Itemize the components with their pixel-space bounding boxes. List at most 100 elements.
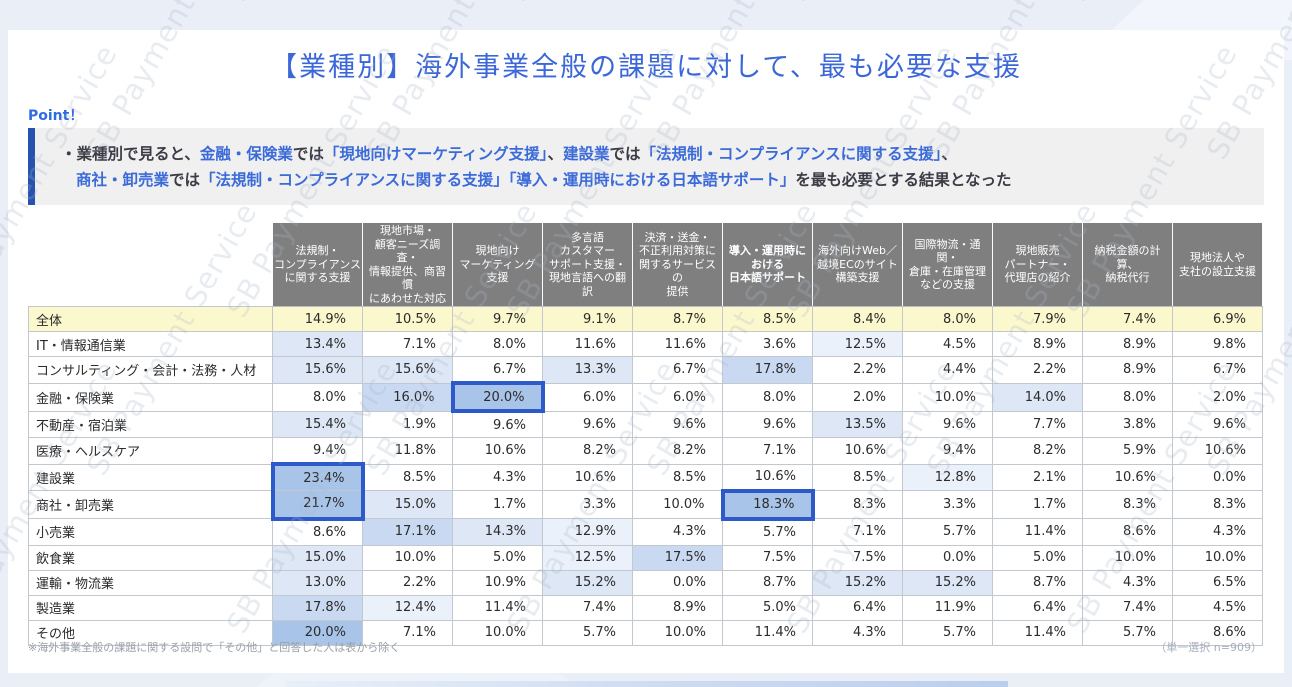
point-line: ・業種別で見ると、金融・保険業では「現地向けマーケティング支援」、建設業では「法…: [61, 141, 1264, 167]
table-cell: 12.9%: [542, 518, 633, 546]
table-cell: 8.6%: [1082, 518, 1173, 546]
table-cell: 10.0%: [632, 619, 723, 646]
table-row: 医療・ヘルスケア 9.4% 11.8% 10.6% 8.2% 8.2% 7.1% 10.6% 9…: [28, 437, 1263, 465]
column-header: 現地市場・ 顧客ニーズ調査・ 情報提供、商習慣 にあわせた対応: [362, 222, 453, 307]
column-header: 国際物流・通関・ 倉庫・在庫管理 などの支援: [902, 222, 993, 307]
table-cell: 2.0%: [1172, 382, 1263, 412]
table-cell: 14.0%: [992, 382, 1083, 412]
table-cell: 17.8%: [272, 594, 363, 621]
point-text-segment: 商社・卸売業: [76, 171, 170, 189]
table-cell: 16.0%: [362, 382, 453, 412]
table-cell: 8.9%: [632, 594, 723, 621]
table-cell: 17.1%: [362, 518, 453, 546]
table-cell: 8.0%: [902, 306, 993, 332]
table-cell: 15.2%: [542, 569, 633, 596]
point-text-segment: では: [292, 145, 324, 163]
table-cell: 9.4%: [272, 437, 363, 465]
table-cell: 12.5%: [812, 331, 903, 357]
table-cell: 5.0%: [722, 594, 813, 621]
column-header: 現地販売 パートナー・ 代理店の紹介: [992, 222, 1083, 307]
table-cell: 5.9%: [1082, 437, 1173, 465]
table-cell: 12.8%: [902, 463, 993, 491]
table-cell: 9.1%: [542, 306, 633, 332]
table-cell: 7.7%: [992, 410, 1083, 438]
table-cell: 0.0%: [1172, 463, 1263, 491]
table-cell: 7.1%: [722, 437, 813, 465]
table-cell: 10.0%: [452, 619, 543, 646]
table-cell: 10.0%: [632, 490, 723, 519]
table-cell: 8.3%: [1082, 490, 1173, 519]
table-cell: 8.7%: [992, 569, 1083, 596]
table-cell: 11.6%: [542, 331, 633, 357]
table-cell: 8.0%: [452, 331, 543, 357]
table-cell: 1.7%: [452, 490, 543, 519]
table-cell: 7.5%: [722, 544, 813, 571]
table-cell: 13.4%: [272, 331, 363, 357]
table-cell: 6.4%: [812, 594, 903, 621]
table-cell: 8.2%: [992, 437, 1083, 465]
table-cell: 7.1%: [362, 331, 453, 357]
table-head: 法規制・ コンプライアンス に関する支援 現地市場・ 顧客ニーズ調査・ 情報提供、商習慣に…: [28, 222, 1263, 307]
table-row: 商社・卸売業 21.7% 15.0% 1.7% 3.3% 10.0% 18.3% 8.3% 3.…: [28, 488, 1263, 521]
point-box: ・業種別で見ると、金融・保険業では「現地向けマーケティング支援」、建設業では「法…: [28, 128, 1264, 205]
row-label: 小売業: [28, 518, 273, 546]
table-cell: 15.0%: [272, 544, 363, 571]
table-cell: 9.4%: [902, 437, 993, 465]
point-text-segment: では: [169, 171, 201, 189]
table-cell: 2.2%: [812, 356, 903, 384]
table-cell: 8.4%: [812, 306, 903, 332]
column-header: 海外向けWeb／ 越境ECのサイト 構築支援: [812, 222, 903, 307]
column-header: 納税金額の計算、 納税代行: [1082, 222, 1173, 307]
table-cell: 9.8%: [1172, 331, 1263, 357]
table-row: 全体 14.9% 10.5% 9.7% 9.1% 8.7% 8.5% 8.4% 8.0% 7.9%…: [28, 306, 1263, 332]
table-cell: 8.2%: [542, 437, 633, 465]
table-cell: 9.6%: [902, 410, 993, 438]
table-cell: 15.2%: [902, 569, 993, 596]
table-cell: 1.7%: [992, 490, 1083, 519]
table-cell: 5.0%: [992, 544, 1083, 571]
table-cell: 8.3%: [812, 490, 903, 519]
footnote-right: （単一選択 n=909）: [1155, 641, 1262, 654]
table-cell: 1.9%: [362, 410, 453, 438]
table-cell: 10.5%: [362, 306, 453, 332]
point-lines: ・業種別で見ると、金融・保険業では「現地向けマーケティング支援」、建設業では「法…: [61, 141, 1264, 193]
table-row: その他 20.0% 7.1% 10.0% 5.7% 10.0% 11.4% 4.3% 5.7% 1…: [28, 619, 1263, 646]
table-cell: 0.0%: [632, 569, 723, 596]
table-cell: 12.4%: [362, 594, 453, 621]
table-cell: 7.4%: [1082, 306, 1173, 332]
table-cell: 10.6%: [1172, 437, 1263, 465]
table-cell: 3.6%: [722, 331, 813, 357]
table-cell: 14.9%: [272, 306, 363, 332]
table-cell: 8.9%: [992, 331, 1083, 357]
table-cell: 9.6%: [1172, 410, 1263, 438]
table-cell: 8.9%: [1082, 356, 1173, 384]
row-label: 商社・卸売業: [28, 490, 273, 519]
table-cell: 6.0%: [632, 382, 723, 412]
table-cell: 10.0%: [902, 382, 993, 412]
table-row: 建設業 23.4% 8.5% 4.3% 10.6% 8.5% 10.6% 8.5% 12.8% 2…: [28, 462, 1263, 491]
table-cell: 11.4%: [452, 594, 543, 621]
row-label: IT・情報通信業: [28, 331, 273, 357]
table-cell: 10.0%: [1172, 544, 1263, 571]
table-cell: 8.5%: [722, 306, 813, 332]
table-cell: 4.3%: [812, 619, 903, 646]
table-corner-cell: [28, 222, 273, 307]
point-line: 商社・卸売業では「法規制・コンプライアンスに関する支援」「導入・運用時における日…: [76, 167, 1264, 193]
page-title: 【業種別】海外事業全般の課題に対して、最も必要な支援: [270, 52, 1022, 83]
table-cell: 5.7%: [902, 619, 993, 646]
watermark-text: SB Payment Service: [0, 0, 124, 7]
table-cell: 11.8%: [362, 437, 453, 465]
table-cell: 11.4%: [992, 619, 1083, 646]
table-cell: 6.4%: [992, 594, 1083, 621]
table-cell: 15.6%: [272, 356, 363, 384]
table-cell: 2.2%: [362, 569, 453, 596]
row-label: 全体: [28, 306, 273, 332]
table-cell: 13.5%: [812, 410, 903, 438]
table-cell: 20.0%: [272, 619, 363, 646]
table-cell: 11.6%: [632, 331, 723, 357]
table-cell: 15.0%: [362, 490, 453, 519]
table-cell: 2.0%: [812, 382, 903, 412]
table-cell: 10.6%: [452, 437, 543, 465]
table-cell: 2.2%: [992, 356, 1083, 384]
